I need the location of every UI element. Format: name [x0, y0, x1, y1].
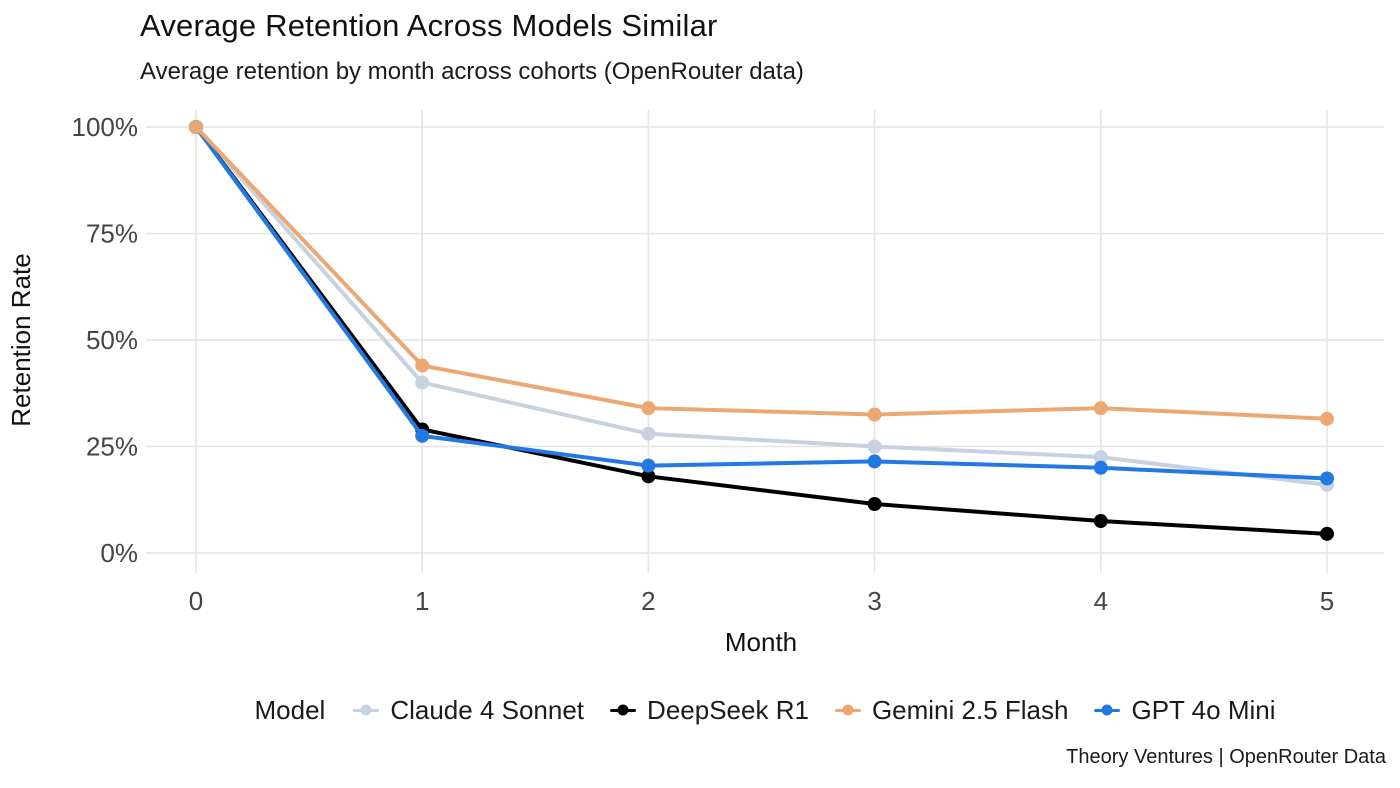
x-tick-label: 4 [1094, 586, 1108, 616]
x-tick-label: 1 [415, 586, 429, 616]
chart-title: Average Retention Across Models Similar [140, 8, 718, 43]
data-point [1093, 401, 1108, 416]
legend-item-label: DeepSeek R1 [647, 694, 809, 725]
y-tick-label: 75% [86, 219, 138, 249]
x-axis-title: Month [725, 627, 797, 657]
data-point [1320, 526, 1334, 541]
x-tick-label: 5 [1320, 586, 1334, 616]
data-point [1093, 450, 1108, 465]
retention-line-chart: 0% 25% 50% 75% 100% 0 1 2 3 4 5 Month Retention Ra… [6, 110, 1384, 657]
y-tick-label: 50% [86, 325, 138, 355]
axis-tick-labels: 0% 25% 50% 75% 100% 0 1 2 3 4 5 [72, 112, 1335, 616]
legend-item-gpt-4o-mini: GPT 4o Mini [1094, 695, 1275, 726]
legend-item-label: Gemini 2.5 Flash [871, 694, 1069, 725]
x-tick-label: 2 [641, 586, 655, 616]
data-point [415, 428, 430, 443]
x-tick-label: 0 [189, 586, 203, 616]
legend-title: Model [254, 694, 326, 725]
chart-subtitle: Average retention by month across cohort… [140, 58, 804, 85]
series-claude-4-sonnet [189, 120, 1334, 492]
legend-marker-icon [610, 704, 637, 716]
legend-marker-icon [1094, 704, 1121, 716]
data-point [415, 375, 430, 390]
data-point [867, 407, 882, 422]
data-point [1320, 411, 1334, 426]
attribution-text: Theory Ventures | OpenRouter Data [1066, 746, 1386, 768]
data-point [641, 401, 656, 416]
series-line [194, 125, 1329, 536]
legend-item-label: Claude 4 Sonnet [390, 694, 585, 725]
data-point [641, 458, 656, 473]
grid-lines [146, 110, 1384, 573]
y-tick-label: 25% [86, 432, 138, 462]
data-point [1093, 514, 1108, 529]
data-point [867, 497, 882, 512]
series-deepseek-r1 [189, 120, 1334, 541]
data-point [189, 120, 203, 134]
x-tick-label: 3 [867, 586, 881, 616]
data-point [1093, 460, 1108, 475]
y-tick-label: 0% [100, 538, 138, 568]
legend-item-gemini-2-5-flash: Gemini 2.5 Flash [834, 694, 1069, 726]
legend: Model Claude 4 Sonnet DeepSeek R1 Gemini 2… [140, 690, 1390, 730]
series-gemini-2-5-flash [189, 120, 1334, 426]
data-series [189, 120, 1334, 541]
series-line [194, 125, 1329, 421]
legend-item-label: GPT 4o Mini [1131, 694, 1276, 725]
series-line [194, 125, 1329, 481]
data-point [415, 358, 430, 373]
y-tick-label: 100% [72, 112, 139, 142]
data-point [867, 454, 882, 469]
legend-marker-icon [353, 704, 380, 716]
y-axis-title: Retention Rate [6, 253, 36, 426]
legend-item-deepseek-r1: DeepSeek R1 [610, 695, 809, 726]
legend-marker-icon [834, 704, 861, 716]
data-point [867, 439, 882, 454]
data-point [641, 426, 656, 441]
data-point [1320, 471, 1334, 486]
legend-item-claude-4-sonnet: Claude 4 Sonnet [353, 695, 584, 726]
series-line [194, 125, 1329, 487]
data-point [641, 469, 656, 484]
